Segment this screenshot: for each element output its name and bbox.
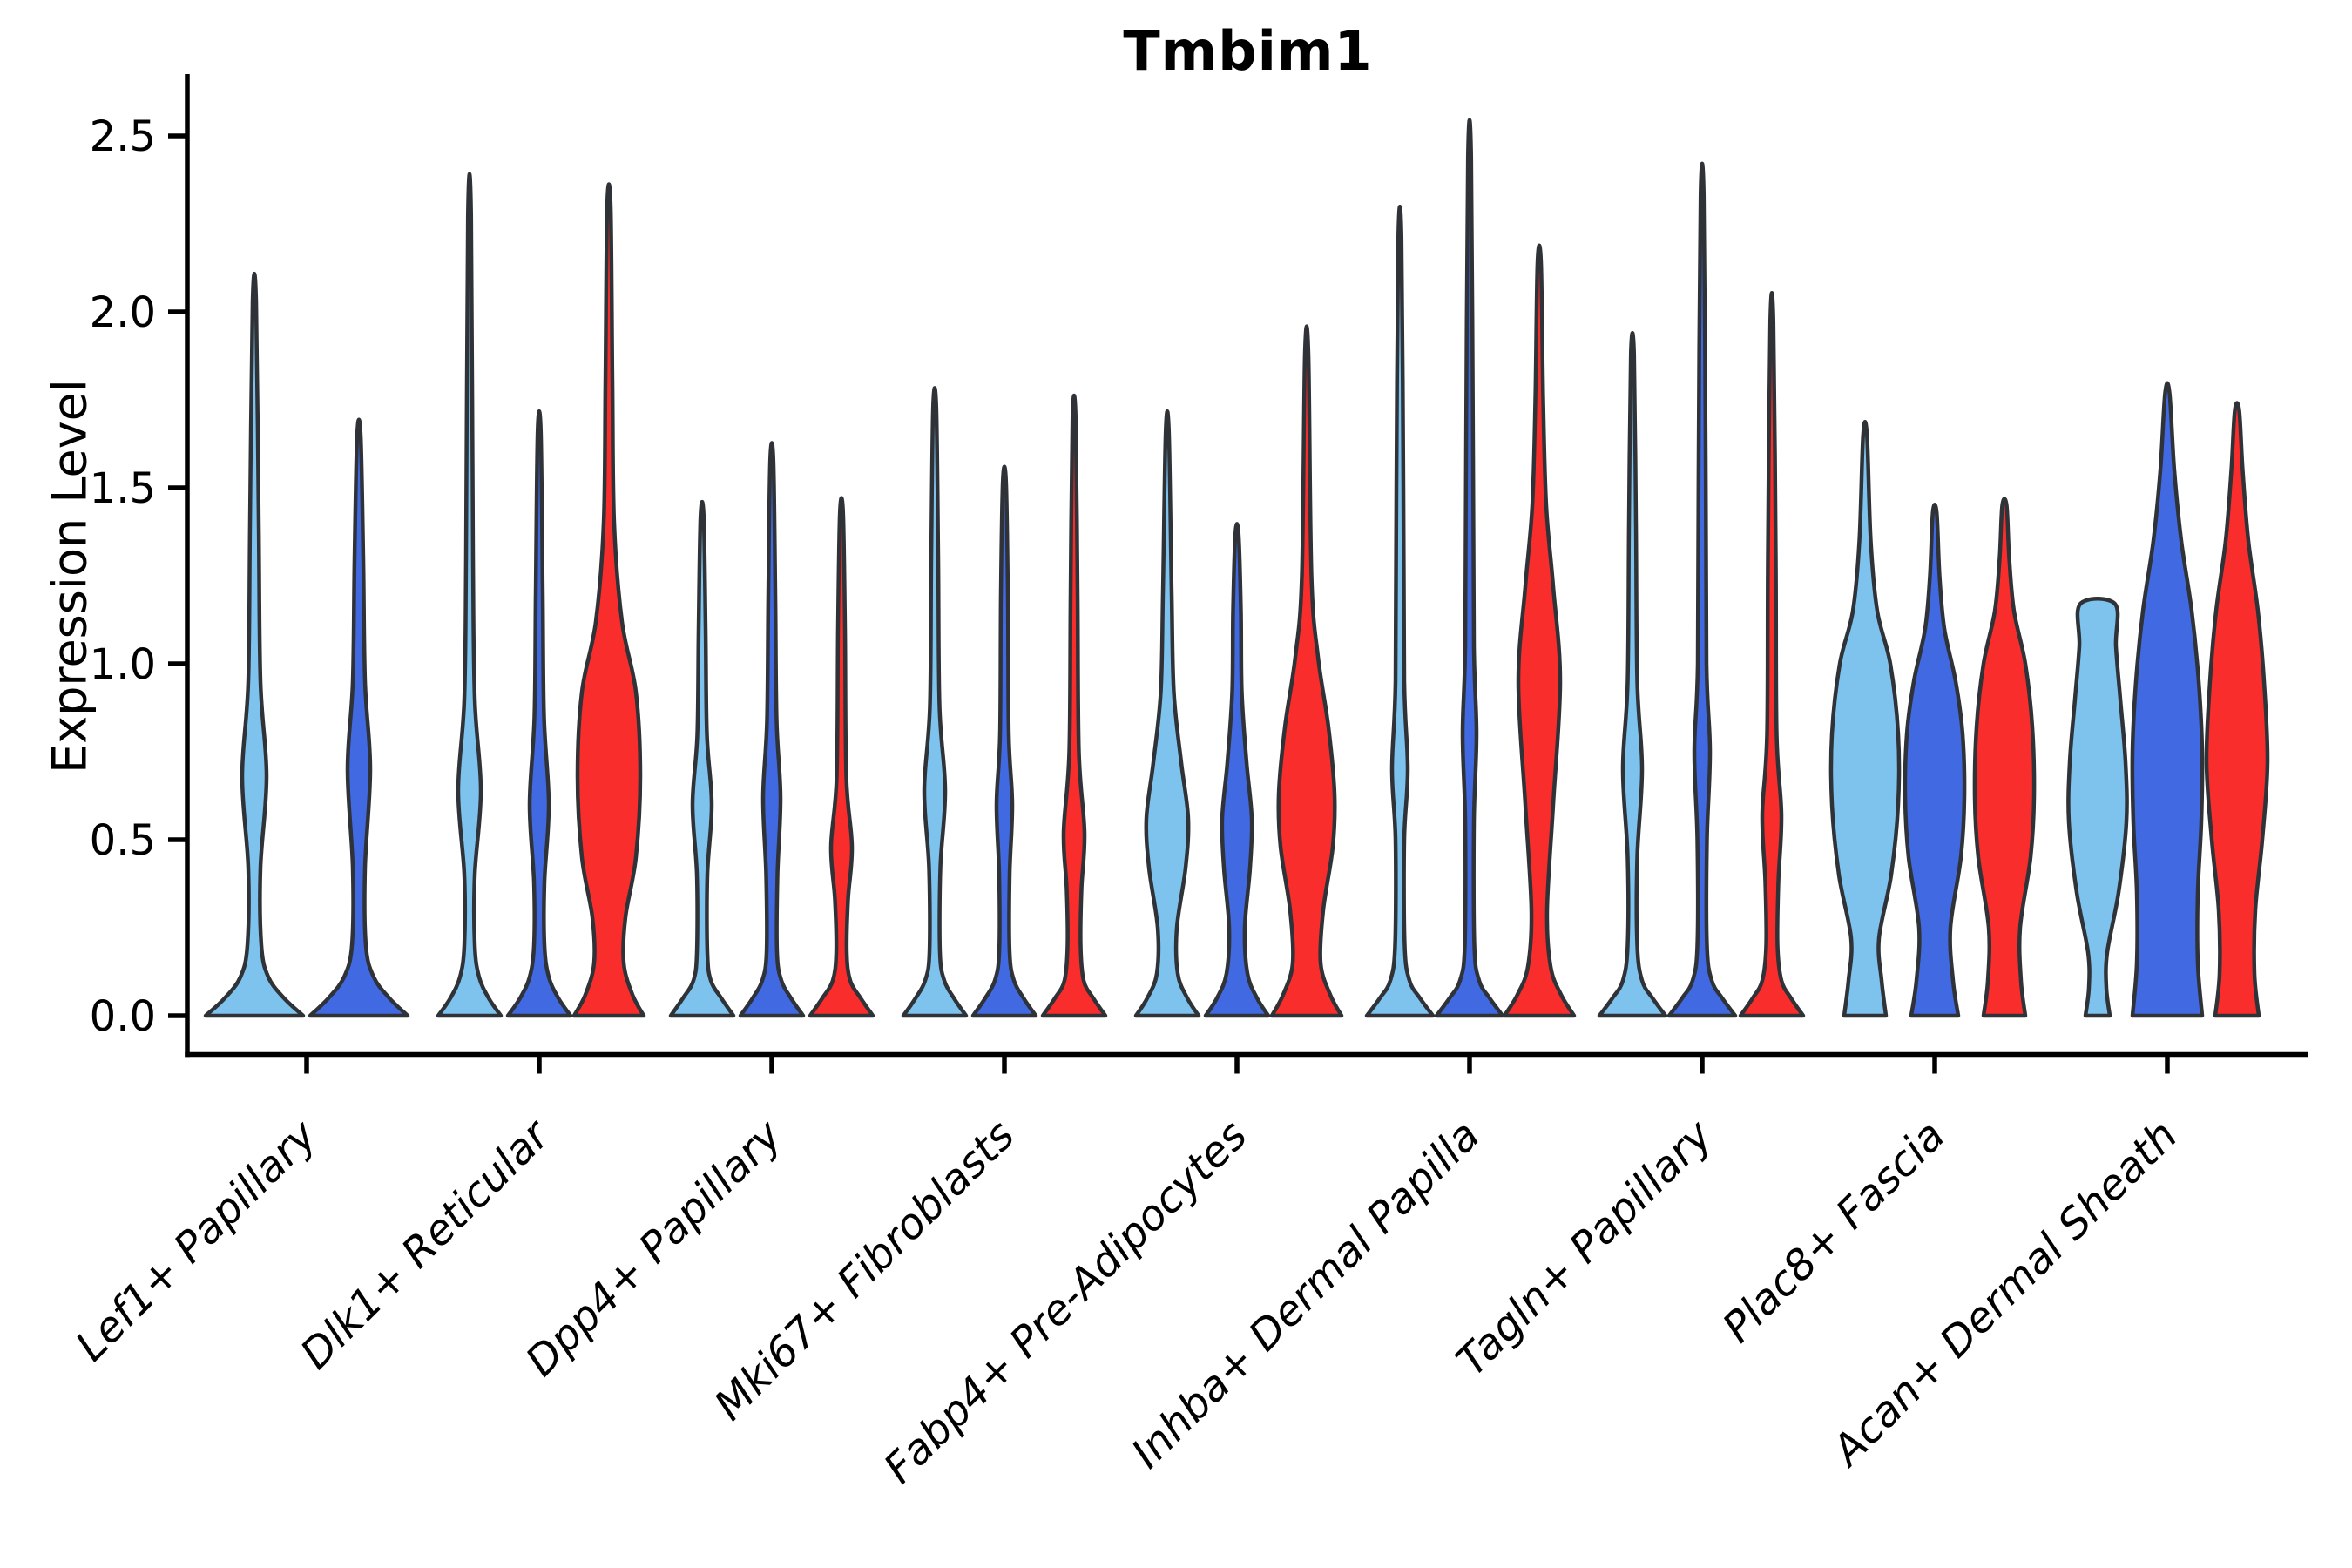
violin-blue bbox=[308, 417, 410, 1018]
violin-blue bbox=[2130, 381, 2205, 1018]
violin-blue bbox=[738, 441, 806, 1018]
x-tick-label: Tagln+ Papillary bbox=[1447, 1111, 1722, 1386]
violin-light_blue bbox=[901, 386, 969, 1018]
violin-blue bbox=[1203, 522, 1271, 1018]
x-tick-label: Plac8+ Fascia bbox=[1713, 1111, 1955, 1352]
violin-light_blue bbox=[1828, 420, 1902, 1018]
y-tick-label: 2.5 bbox=[90, 112, 156, 161]
violin-light_blue bbox=[1133, 409, 1201, 1018]
violin-red bbox=[1502, 243, 1577, 1018]
x-tick-label: Dpp4+ Papillary bbox=[517, 1111, 792, 1386]
violin-red bbox=[571, 182, 646, 1018]
violin-blue bbox=[1666, 161, 1738, 1018]
violin-light_blue bbox=[668, 499, 736, 1018]
x-tick-label: Dlk1+ Reticular bbox=[291, 1109, 561, 1379]
violin-light_blue bbox=[436, 172, 504, 1018]
violin-light_blue bbox=[203, 271, 306, 1018]
y-tick-label: 1.5 bbox=[90, 464, 156, 513]
y-tick-label: 0.0 bbox=[90, 992, 156, 1041]
violin-red bbox=[1269, 324, 1344, 1018]
violin-blue bbox=[970, 464, 1038, 1018]
violin-blue bbox=[1434, 118, 1505, 1018]
violin-light_blue bbox=[2066, 597, 2129, 1018]
violin-red bbox=[808, 496, 875, 1018]
violin-red bbox=[1040, 394, 1108, 1018]
y-tick-label: 2.0 bbox=[90, 288, 156, 337]
violin-red bbox=[2204, 401, 2270, 1018]
violin-light_blue bbox=[1364, 205, 1436, 1018]
x-tick-label: Lef1+ Papillary bbox=[66, 1111, 327, 1371]
y-tick-label: 0.5 bbox=[90, 816, 156, 865]
violin-blue bbox=[1903, 502, 1967, 1018]
chart-title: Tmbim1 bbox=[1123, 19, 1373, 83]
violin-light_blue bbox=[1597, 331, 1668, 1018]
violin-red bbox=[1972, 497, 2037, 1018]
y-tick-label: 1.0 bbox=[90, 640, 156, 689]
violin-red bbox=[1738, 291, 1806, 1018]
violin-blue bbox=[505, 409, 573, 1018]
